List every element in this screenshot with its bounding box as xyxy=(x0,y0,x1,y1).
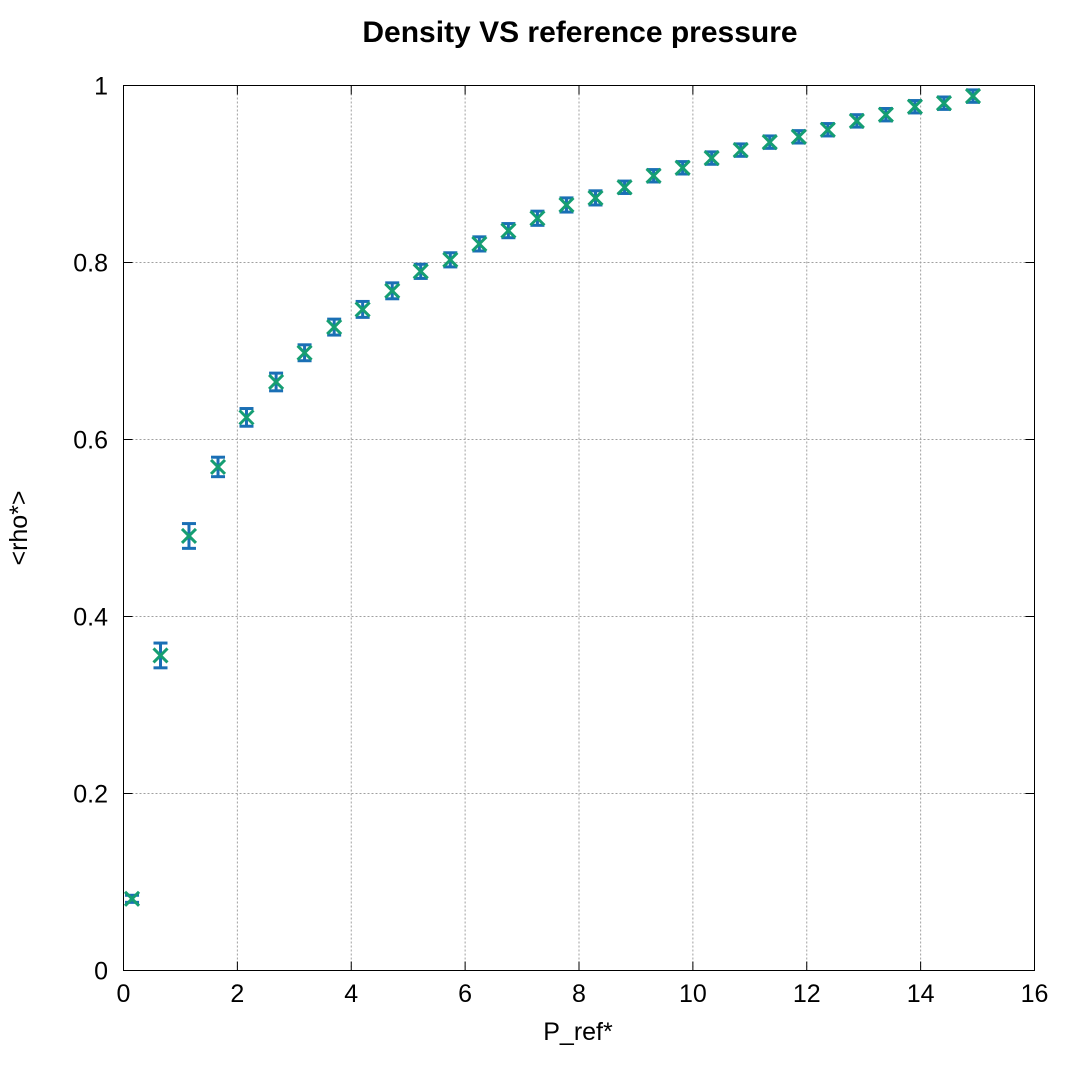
chart-title: Density VS reference pressure xyxy=(362,16,797,49)
data-point xyxy=(848,112,865,129)
x-marker xyxy=(877,106,894,123)
y-tick-label: 0.4 xyxy=(73,604,108,632)
x-marker xyxy=(935,95,953,112)
data-point xyxy=(326,317,343,337)
x-marker xyxy=(152,647,169,664)
x-marker xyxy=(529,210,546,227)
x-marker xyxy=(790,128,807,145)
data-point xyxy=(442,251,459,269)
data-point xyxy=(906,98,923,115)
x-marker xyxy=(123,890,141,907)
data-point xyxy=(964,88,982,105)
x-marker xyxy=(209,458,227,475)
x-marker xyxy=(819,121,836,138)
data-point xyxy=(732,142,749,159)
x-tick-label: 14 xyxy=(907,980,935,1008)
x-marker xyxy=(471,235,488,252)
x-marker xyxy=(616,179,633,196)
data-point xyxy=(152,641,169,670)
x-tick-labels: 0 2 4 6 8 10 12 14 16 xyxy=(117,980,1049,1008)
data-point xyxy=(645,167,662,184)
data-point xyxy=(529,209,546,227)
grid-lines xyxy=(123,85,1035,971)
y-axis-label: <rho*> xyxy=(5,490,33,565)
x-marker xyxy=(906,98,923,115)
data-point xyxy=(296,343,313,363)
x-marker xyxy=(761,134,778,151)
data-point xyxy=(935,95,953,112)
x-tick-label: 6 xyxy=(458,980,472,1008)
y-tick-label: 0.2 xyxy=(73,781,108,809)
x-tick-label: 12 xyxy=(793,980,821,1008)
data-point xyxy=(384,281,401,301)
y-tick-label: 0.8 xyxy=(73,250,108,278)
y-tick-label: 0 xyxy=(94,958,108,986)
x-marker xyxy=(732,142,749,159)
x-marker xyxy=(296,344,313,361)
data-point xyxy=(354,299,371,319)
x-marker xyxy=(354,301,371,318)
x-axis-label: P_ref* xyxy=(543,1018,613,1046)
x-marker xyxy=(180,527,198,545)
x-tick-label: 8 xyxy=(572,980,586,1008)
x-marker xyxy=(703,150,720,167)
data-point xyxy=(412,262,429,280)
data-point xyxy=(587,189,604,207)
data-point xyxy=(790,128,807,145)
plot-frame xyxy=(123,85,1035,971)
x-tick-label: 2 xyxy=(230,980,244,1008)
x-tick-label: 10 xyxy=(679,980,707,1008)
x-marker xyxy=(848,112,865,129)
data-point xyxy=(471,235,488,253)
y-tick-labels: 0 0.2 0.4 0.6 0.8 1 xyxy=(73,73,108,986)
x-tick-label: 16 xyxy=(1021,980,1049,1008)
x-marker xyxy=(268,373,285,391)
x-marker xyxy=(964,88,982,105)
data-point xyxy=(180,522,198,550)
data-point xyxy=(209,455,227,479)
y-tick-label: 1 xyxy=(94,73,108,101)
x-marker xyxy=(558,196,575,214)
x-marker xyxy=(674,159,691,176)
axis-ticks xyxy=(123,85,1035,971)
data-point xyxy=(703,150,720,167)
x-marker xyxy=(587,189,604,206)
data-point xyxy=(123,890,141,907)
x-marker xyxy=(238,409,255,426)
data-point xyxy=(238,407,255,428)
data-point xyxy=(819,121,836,138)
data-points xyxy=(123,88,982,907)
data-point xyxy=(674,159,691,176)
x-marker xyxy=(412,263,429,280)
x-marker xyxy=(442,251,459,268)
data-point xyxy=(268,371,285,393)
data-point xyxy=(877,106,894,123)
x-tick-label: 0 xyxy=(117,980,131,1008)
x-tick-label: 4 xyxy=(344,980,358,1008)
y-tick-label: 0.6 xyxy=(73,427,108,455)
x-marker xyxy=(326,319,343,336)
x-marker xyxy=(500,222,517,239)
x-marker xyxy=(645,167,662,184)
data-point xyxy=(616,179,633,196)
x-marker xyxy=(384,282,401,299)
data-point xyxy=(761,134,778,151)
data-point xyxy=(558,196,575,214)
data-point xyxy=(500,222,517,240)
